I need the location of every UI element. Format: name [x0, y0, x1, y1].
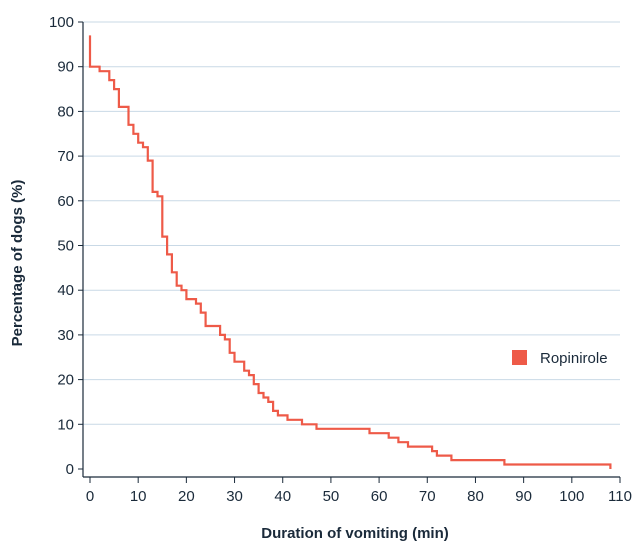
y-tick-label: 40	[57, 282, 74, 299]
x-tick-label: 100	[559, 488, 584, 505]
y-tick-label: 50	[57, 238, 74, 255]
x-tick-label: 0	[86, 488, 94, 505]
y-tick-label: 10	[57, 416, 74, 433]
x-tick-label: 40	[274, 488, 291, 505]
legend: Ropinirole	[512, 350, 608, 367]
x-tick-label: 50	[323, 488, 340, 505]
series-group	[88, 35, 612, 469]
x-tick-label: 30	[226, 488, 243, 505]
x-tick-label: 20	[178, 488, 195, 505]
y-tick-label: 20	[57, 372, 74, 389]
y-tick-label: 30	[57, 327, 74, 344]
y-tick-label: 70	[57, 148, 74, 165]
x-tick-label: 90	[515, 488, 532, 505]
x-tick-label: 70	[419, 488, 436, 505]
axes	[82, 22, 620, 478]
y-tick-label: 60	[57, 193, 74, 210]
x-tick-label: 110	[608, 488, 632, 505]
y-tick-label: 100	[49, 14, 74, 31]
x-tick-label: 10	[130, 488, 147, 505]
y-tick-label: 90	[57, 59, 74, 76]
y-axis-ticks: 0 10 20 30 40 50 60 70 80 90 100	[49, 14, 83, 478]
legend-swatch	[512, 350, 527, 365]
gridlines	[83, 21, 620, 425]
series-line-ropinirole	[88, 35, 612, 469]
x-axis-ticks: 0 10 20 30 40 50 60 70 80 90 100 110	[86, 477, 632, 505]
x-tick-label: 80	[467, 488, 484, 505]
x-tick-label: 60	[371, 488, 388, 505]
y-axis-title: Percentage of dogs (%)	[9, 180, 26, 347]
y-tick-label: 0	[66, 461, 74, 478]
y-tick-label: 80	[57, 103, 74, 120]
x-axis-title: Duration of vomiting (min)	[261, 525, 448, 542]
legend-label: Ropinirole	[540, 350, 608, 367]
